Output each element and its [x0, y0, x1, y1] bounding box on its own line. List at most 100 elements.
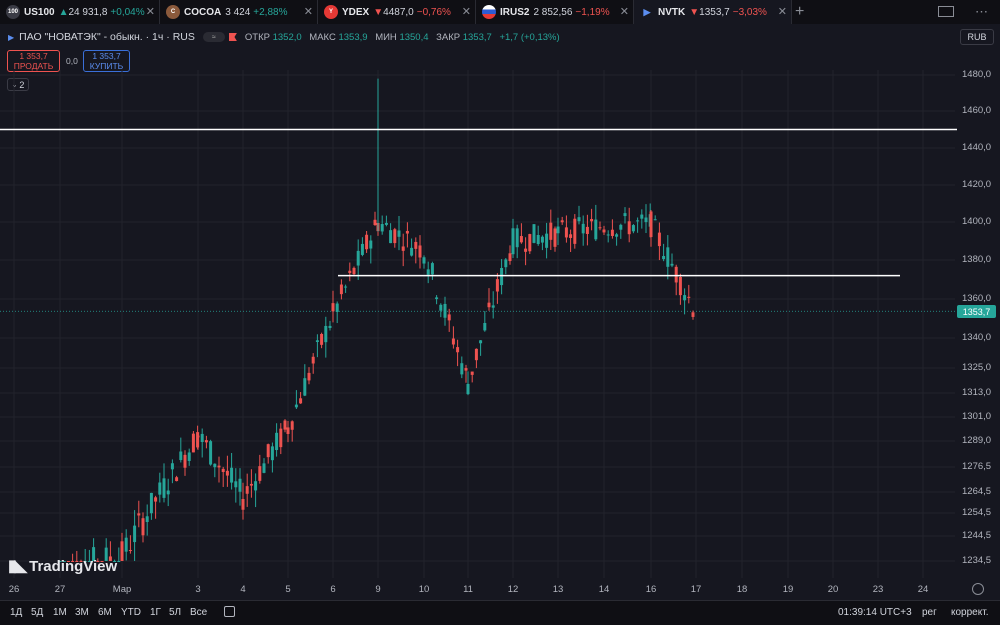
close-icon[interactable]: ✕ — [619, 6, 629, 18]
time-axis-label: 3 — [195, 584, 201, 595]
candle-body — [569, 234, 573, 238]
range-all[interactable]: Все — [190, 607, 208, 618]
candle-body — [137, 513, 141, 516]
time-axis-label: 13 — [552, 584, 564, 595]
candle-body — [653, 219, 657, 221]
candle-body — [348, 270, 352, 274]
candle-body — [230, 467, 234, 483]
tab-change: −1,19% — [575, 6, 610, 18]
candle-body — [422, 257, 426, 264]
candle-body — [456, 347, 460, 353]
close-icon[interactable]: ✕ — [461, 6, 471, 18]
range-6m[interactable]: 6М — [98, 607, 112, 618]
high-value: 1353,9 — [338, 31, 368, 43]
time-axis-label: 14 — [598, 584, 610, 595]
range-1m[interactable]: 1М — [53, 607, 67, 618]
buy-label: КУПИТЬ — [89, 61, 124, 71]
candle-body — [360, 243, 364, 255]
candle-body — [577, 217, 581, 222]
candle-body — [405, 230, 409, 234]
currency-select[interactable]: RUB — [960, 29, 994, 45]
clock-time[interactable]: 01:39:14 UTC+3 — [838, 607, 912, 618]
close-icon[interactable]: ✕ — [303, 6, 313, 18]
candle-body — [96, 561, 100, 562]
time-axis-label: 11 — [463, 584, 473, 595]
candle-body — [460, 363, 464, 375]
bottom-toolbar: 1Д 5Д 1М 3М 6М YTD 1Г 5Л Все 01:39:14 UT… — [0, 600, 1000, 625]
candle-body — [328, 325, 332, 328]
layout-icon[interactable] — [938, 6, 954, 17]
tab-ydex[interactable]: Y YDEX ▼ 4487,0 −0,76% ✕ — [318, 0, 476, 24]
range-5y[interactable]: 5Л — [169, 607, 182, 618]
close-icon[interactable]: ✕ — [145, 6, 155, 18]
candle-body — [666, 247, 670, 267]
tab-symbol: NVTK — [658, 6, 686, 18]
candle-body — [466, 383, 470, 395]
price-axis-label: 1244,5 — [962, 530, 992, 541]
candle-body — [108, 556, 112, 561]
tradingview-watermark: ▮◣ TradingView — [8, 556, 117, 576]
candle-body — [670, 263, 674, 266]
candle-body — [104, 547, 108, 561]
candle-body — [225, 470, 229, 476]
candle-body — [479, 340, 483, 344]
candle-body — [290, 421, 294, 430]
candle-body — [241, 499, 245, 510]
gear-icon[interactable] — [972, 583, 984, 595]
ydex-icon: Y — [324, 5, 338, 19]
candle-body — [610, 229, 614, 236]
candle-body — [58, 561, 62, 562]
range-5d[interactable]: 5Д — [31, 607, 44, 618]
candle-body — [162, 478, 166, 498]
buy-button[interactable]: 1 353,7 КУПИТЬ — [83, 50, 130, 72]
price-axis-label: 1289,0 — [962, 435, 992, 446]
sell-button[interactable]: 1 353,7 ПРОДАТЬ — [7, 50, 60, 72]
candle-body — [158, 482, 162, 495]
candle-body — [324, 325, 328, 343]
visibility-icon[interactable]: ≈ — [202, 32, 225, 42]
tab-nvtk[interactable]: ▶ NVTK ▼ 1353,7 −3,03% ✕ — [634, 0, 792, 24]
range-1y[interactable]: 1Г — [150, 607, 161, 618]
calendar-icon[interactable] — [224, 606, 235, 617]
candle-body — [536, 234, 540, 245]
symbol-title[interactable]: ПАО "НОВАТЭК" - обыкн. · 1ч · RUS — [19, 31, 195, 43]
price-axis-label: 1360,0 — [962, 293, 992, 304]
candle-body — [585, 226, 589, 234]
candle-body — [369, 240, 373, 249]
candle-body — [183, 454, 187, 468]
candle-body — [581, 223, 585, 234]
plus-icon[interactable]: + — [795, 3, 805, 20]
price-axis-label: 1440,0 — [962, 142, 992, 153]
candle-body — [564, 227, 568, 238]
candle-body — [470, 371, 474, 375]
russia-flag-icon: RU — [482, 5, 496, 19]
candle-body — [451, 338, 455, 345]
candle-body — [430, 263, 434, 275]
candle-body — [283, 420, 287, 430]
price-axis-label: 1325,0 — [962, 362, 992, 373]
candle-body — [113, 561, 117, 562]
candle-body — [87, 561, 91, 562]
candle-body — [275, 432, 279, 451]
candle-body — [619, 224, 623, 230]
adjust-toggle[interactable]: коррект. — [951, 607, 989, 618]
close-icon[interactable]: ✕ — [777, 5, 787, 18]
range-1d[interactable]: 1Д — [10, 607, 23, 618]
candle-body — [311, 356, 315, 364]
tab-cocoa[interactable]: C COCOA 3 424 +2,88% ✕ — [160, 0, 318, 24]
time-axis-label: 18 — [736, 584, 748, 595]
tab-us100[interactable]: 100 US100 ▲ 24 931,8 +0,04% ✕ — [0, 0, 160, 24]
tab-irus2[interactable]: RU IRUS2 2 852,56 −1,19% ✕ — [476, 0, 634, 24]
tab-symbol: YDEX — [342, 6, 370, 18]
price-axis-label: 1313,0 — [962, 387, 992, 398]
candle-body — [573, 218, 577, 244]
range-3m[interactable]: 3М — [75, 607, 89, 618]
more-icon[interactable]: ⋯ — [975, 4, 988, 19]
tab-strip: 100 US100 ▲ 24 931,8 +0,04% ✕ C COCOA 3 … — [0, 0, 1000, 24]
range-ytd[interactable]: YTD — [121, 607, 141, 618]
candle-body — [524, 248, 528, 252]
low-label: МИН — [375, 31, 397, 43]
session-toggle[interactable]: рег — [922, 607, 937, 618]
time-axis-label: 26 — [8, 584, 20, 595]
